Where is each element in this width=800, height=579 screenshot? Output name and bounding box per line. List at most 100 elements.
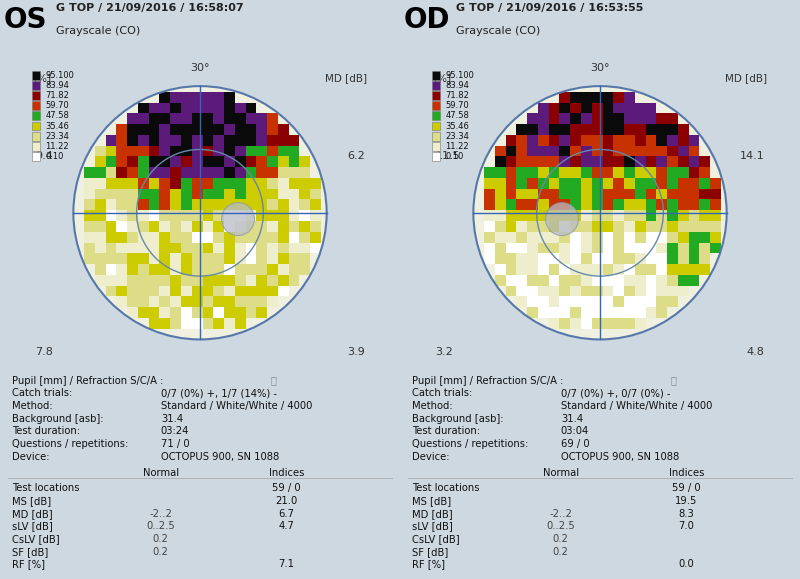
Bar <box>278 243 289 254</box>
Bar <box>267 124 278 135</box>
Bar <box>581 307 592 318</box>
Bar <box>517 156 527 167</box>
Bar <box>431 111 441 120</box>
Bar <box>602 318 614 329</box>
Bar <box>678 200 689 210</box>
Bar <box>527 200 538 210</box>
Text: 0.2: 0.2 <box>153 534 169 544</box>
Bar <box>170 167 181 178</box>
Bar <box>31 142 41 151</box>
Text: Catch trials:: Catch trials: <box>12 389 72 398</box>
Bar <box>214 92 224 102</box>
Bar <box>170 221 181 232</box>
Bar <box>656 167 667 178</box>
Bar <box>538 146 549 156</box>
Bar <box>559 254 570 264</box>
Bar <box>635 113 646 124</box>
Bar <box>246 254 256 264</box>
Bar <box>559 113 570 124</box>
Bar <box>527 296 538 307</box>
Bar <box>202 135 214 146</box>
Bar <box>527 189 538 200</box>
Bar <box>527 156 538 167</box>
Bar <box>246 189 256 200</box>
Bar <box>656 178 667 189</box>
Bar <box>624 92 635 102</box>
Bar <box>181 113 192 124</box>
Text: OCTOPUS 900, SN 1088: OCTOPUS 900, SN 1088 <box>161 452 279 461</box>
Bar <box>549 167 559 178</box>
Text: Normal: Normal <box>142 468 179 478</box>
Text: 19.5: 19.5 <box>675 496 698 506</box>
Bar <box>614 146 624 156</box>
Bar <box>602 156 614 167</box>
Bar <box>267 264 278 275</box>
Bar <box>549 135 559 146</box>
Bar <box>602 307 614 318</box>
Text: 47.58: 47.58 <box>446 111 470 120</box>
Bar <box>159 167 170 178</box>
Bar <box>549 124 559 135</box>
Bar <box>235 296 246 307</box>
Bar <box>559 307 570 318</box>
Bar <box>570 243 581 254</box>
Bar <box>667 285 678 296</box>
Bar <box>538 210 549 221</box>
Bar <box>170 210 181 221</box>
Bar <box>656 221 667 232</box>
Bar <box>246 307 256 318</box>
Bar <box>614 167 624 178</box>
Bar <box>159 232 170 243</box>
Bar <box>527 178 538 189</box>
Bar <box>689 178 699 189</box>
Bar <box>256 296 267 307</box>
Bar <box>656 307 667 318</box>
Bar <box>310 232 321 243</box>
Bar <box>192 243 202 254</box>
Bar <box>117 167 127 178</box>
Bar <box>289 146 299 156</box>
Bar <box>95 221 106 232</box>
Text: MD [dB]: MD [dB] <box>12 508 53 519</box>
Bar <box>84 178 95 189</box>
Bar <box>84 232 95 243</box>
Bar <box>31 132 41 141</box>
Bar <box>635 296 646 307</box>
Text: 59 / 0: 59 / 0 <box>272 483 301 493</box>
Bar <box>299 221 310 232</box>
Bar <box>149 189 159 200</box>
Bar <box>159 221 170 232</box>
Bar <box>592 307 602 318</box>
Bar <box>559 296 570 307</box>
Bar <box>289 200 299 210</box>
Text: 4.8: 4.8 <box>746 347 765 357</box>
Bar <box>549 232 559 243</box>
Bar <box>667 221 678 232</box>
Bar <box>138 285 149 296</box>
Bar <box>592 124 602 135</box>
Bar <box>495 275 506 285</box>
Bar <box>192 254 202 264</box>
Bar <box>202 146 214 156</box>
Bar <box>624 275 635 285</box>
Bar <box>138 167 149 178</box>
Bar <box>646 243 656 254</box>
Bar <box>267 243 278 254</box>
Bar <box>484 200 495 210</box>
Bar <box>495 178 506 189</box>
Bar <box>581 92 592 102</box>
Bar <box>495 232 506 243</box>
Bar <box>614 178 624 189</box>
Bar <box>202 189 214 200</box>
Bar <box>592 189 602 200</box>
Bar <box>289 264 299 275</box>
Bar <box>299 156 310 167</box>
Text: 59.70: 59.70 <box>46 101 70 110</box>
Bar <box>614 296 624 307</box>
Bar <box>224 200 235 210</box>
Bar <box>635 307 646 318</box>
Bar <box>667 156 678 167</box>
Bar <box>689 189 699 200</box>
Text: 95.100: 95.100 <box>446 71 474 80</box>
Bar <box>117 135 127 146</box>
